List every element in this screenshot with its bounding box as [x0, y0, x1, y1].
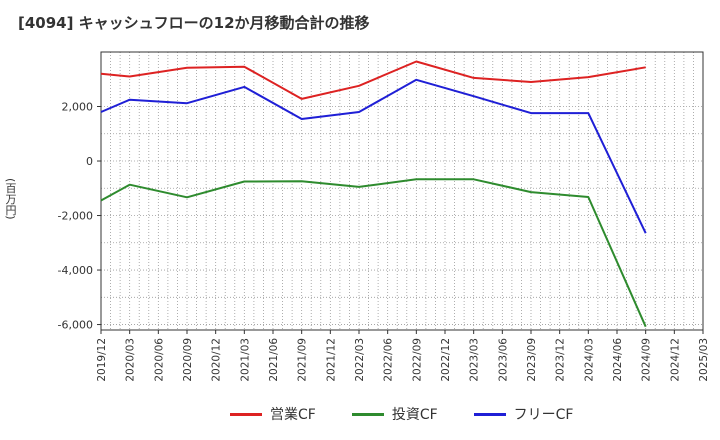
- chart-title: [4094] キャッシュフローの12か月移動合計の推移: [18, 14, 370, 32]
- x-tick-label: 2022/06: [383, 338, 395, 382]
- legend-item-free-cf: フリーCF: [473, 404, 574, 424]
- x-tick-label: 2021/09: [297, 338, 309, 382]
- plot-border: [100, 51, 704, 331]
- x-tick-label: 2024/06: [612, 338, 624, 382]
- series-line-investing-cf: [100, 178, 647, 328]
- series-line-operating-cf: [100, 60, 646, 100]
- x-tick-label: 2022/03: [354, 338, 366, 382]
- y-tick-label: 0: [86, 155, 93, 168]
- x-tick-label: 2025/03: [698, 338, 710, 382]
- x-tick-label: 2023/03: [469, 338, 481, 382]
- y-tick-label: -2,000: [58, 210, 93, 223]
- legend-label-free-cf: フリーCF: [513, 407, 574, 423]
- plot-area: [101, 52, 703, 330]
- x-tick-label: 2021/06: [268, 338, 280, 382]
- x-tick-label: 2020/12: [211, 338, 223, 382]
- x-tick-label: 2019/12: [96, 338, 108, 382]
- x-tick-label: 2024/12: [669, 338, 681, 382]
- legend: 営業CF 投資CF フリーCF: [230, 404, 573, 424]
- legend-label-investing-cf: 投資CF: [391, 407, 438, 423]
- legend-item-investing-cf: 投資CF: [351, 404, 438, 424]
- x-tick-label: 2022/12: [440, 338, 452, 382]
- x-tick-label: 2020/03: [125, 338, 137, 382]
- y-tick-label: 2,000: [62, 101, 94, 114]
- x-tick-label: 2023/06: [497, 338, 509, 382]
- x-tick-label: 2022/09: [411, 338, 423, 382]
- y-tick-label: -4,000: [58, 264, 93, 277]
- x-tick-label: 2024/03: [583, 338, 595, 382]
- x-tick-label: 2023/09: [526, 338, 538, 382]
- x-tick-label: 2023/12: [555, 338, 567, 382]
- series-line-free-cf: [100, 78, 647, 234]
- x-tick-label: 2024/09: [641, 338, 653, 382]
- x-tick-label: 2021/03: [239, 338, 251, 382]
- x-tick-label: 2020/09: [182, 338, 194, 382]
- legend-swatch-investing-cf: [351, 412, 384, 416]
- legend-swatch-operating-cf: [230, 412, 262, 416]
- legend-item-operating-cf: 営業CF: [230, 404, 316, 424]
- x-tick-label: 2021/12: [325, 338, 337, 382]
- legend-swatch-free-cf: [473, 412, 506, 416]
- x-tick-label: 2020/06: [153, 338, 165, 382]
- y-axis-label: (百万円): [4, 178, 17, 220]
- legend-label-operating-cf: 営業CF: [270, 407, 316, 423]
- y-tick-label: -6,000: [58, 319, 93, 332]
